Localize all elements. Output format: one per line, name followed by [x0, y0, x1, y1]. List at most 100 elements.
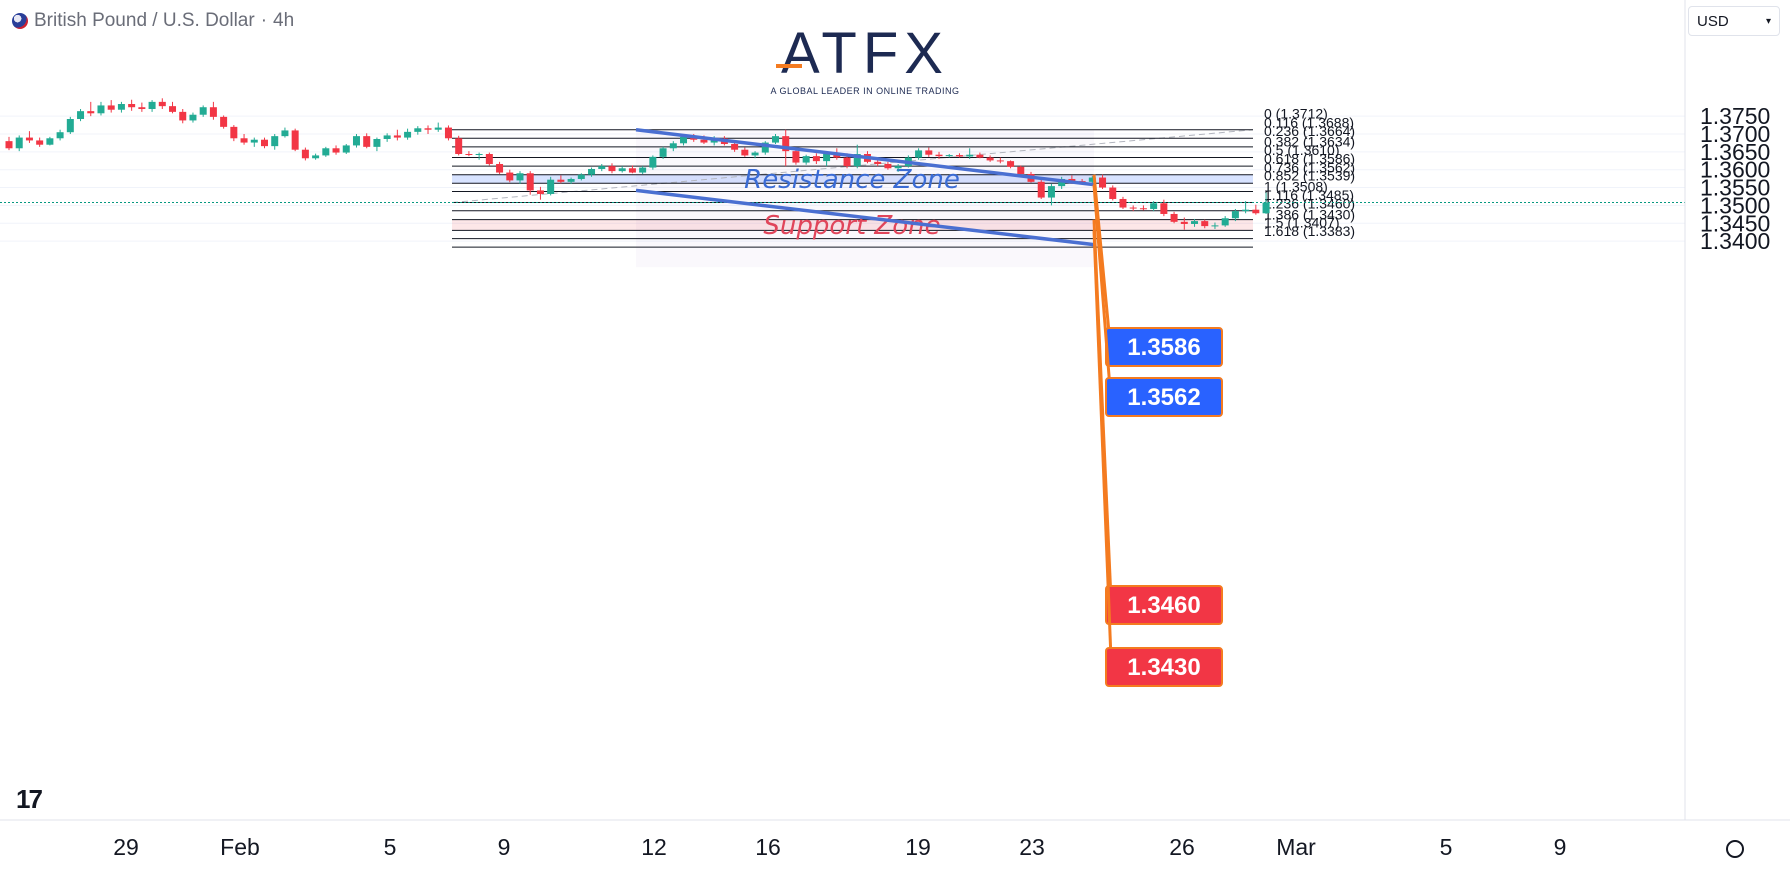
fib-level-label: 0.116 (1.3688) [1264, 114, 1354, 130]
price-axis-tick: 1.3550 [1700, 175, 1770, 201]
candle-down [526, 173, 534, 191]
candle-down [1160, 203, 1168, 214]
candle-up [404, 131, 412, 138]
candle-up [894, 166, 902, 169]
candle-down [986, 157, 994, 161]
candle-down [935, 154, 943, 157]
fib-level-label: 1.236 (1.3460) [1264, 196, 1355, 212]
price-tag-pointer [1092, 184, 1114, 415]
candle-up [945, 155, 953, 157]
candle-down [158, 101, 166, 107]
price-axis-tick: 1.3650 [1700, 139, 1770, 165]
candle-up [669, 143, 677, 149]
candle-down [25, 137, 33, 141]
candle-down [424, 128, 432, 130]
candle-up [475, 153, 483, 155]
time-axis-tick: 5 [1440, 834, 1453, 860]
candle-up [772, 136, 779, 143]
header-separator: · [260, 10, 268, 31]
candle-up [915, 150, 923, 158]
candle-up [823, 153, 831, 162]
channel-lower-line [635, 188, 1095, 247]
tradingview-logo-icon[interactable]: 17 [16, 784, 43, 814]
candle-down [1007, 161, 1015, 167]
candle-up [577, 174, 585, 179]
candle-down [955, 155, 963, 157]
fib-level-label: 1.5 (1.3407) [1264, 215, 1340, 231]
time-axis-tick: 9 [1554, 834, 1567, 860]
candle-down [393, 135, 401, 138]
candle-down [36, 140, 44, 145]
price-tag-text: 1.3430 [1127, 654, 1200, 681]
currency-selector[interactable]: USD ▾ [1688, 6, 1780, 36]
candle-up [46, 138, 54, 145]
candle-down [1252, 209, 1260, 214]
candle-up [199, 107, 207, 115]
candle-down [792, 151, 800, 163]
time-axis-tick: 9 [498, 834, 511, 860]
time-axis-tick: 16 [755, 834, 781, 860]
candle-up [618, 168, 626, 172]
candle-down [996, 160, 1004, 162]
candle-up [1221, 218, 1229, 226]
candle-down [1017, 166, 1025, 174]
candle-down [1180, 221, 1188, 224]
candle-up [567, 178, 575, 182]
price-tag-text: 1.3562 [1127, 384, 1200, 411]
price-axis-tick: 1.3400 [1700, 228, 1770, 254]
symbol-header[interactable]: British Pound / U.S. Dollar · 4h [12, 10, 294, 32]
fib-level-label: 0.382 (1.3634) [1264, 134, 1355, 150]
candle-down [843, 157, 851, 167]
resistance-zone [452, 174, 1253, 184]
candle-down [1099, 177, 1107, 188]
candle-down [1139, 208, 1147, 210]
settings-icon[interactable] [1726, 840, 1744, 858]
price-axis-tick: 1.3700 [1700, 121, 1770, 147]
candle-down [557, 179, 565, 182]
price-tag-box [1105, 585, 1223, 625]
logo-tagline: A GLOBAL LEADER IN ONLINE TRADING [770, 86, 960, 96]
candle-up [383, 135, 391, 139]
candle-up [250, 139, 258, 143]
support-zone [452, 219, 1253, 231]
candle-down [220, 116, 228, 127]
candle-down [536, 190, 544, 194]
candle-up [853, 153, 861, 167]
candle-up [322, 148, 330, 156]
candle-down [5, 141, 13, 149]
candle-up [414, 128, 422, 132]
candle-down [1201, 221, 1209, 227]
candle-down [261, 139, 268, 147]
time-axis-tick: 19 [905, 834, 931, 860]
candle-down [608, 166, 616, 172]
candle-up [751, 152, 759, 156]
candle-up [547, 179, 555, 194]
flag-icon [12, 13, 28, 29]
candle-up [598, 166, 606, 169]
candle-up [66, 119, 74, 133]
candle-up [97, 105, 105, 114]
candle-down [812, 156, 820, 162]
currency-value: USD [1697, 12, 1729, 30]
candle-down [1119, 198, 1127, 208]
candle-down [731, 143, 739, 150]
candle-up [516, 173, 524, 181]
time-axis-tick: 12 [641, 834, 667, 860]
candle-up [649, 156, 657, 168]
chevron-down-icon: ▾ [1765, 15, 1771, 27]
fib-level-label: 0.5 (1.3610) [1264, 142, 1340, 158]
price-tag-text: 1.3586 [1127, 334, 1200, 361]
candle-down [179, 111, 187, 121]
candle-up [15, 137, 23, 149]
fib-level-label: 0.852 (1.3539) [1264, 167, 1355, 183]
candle-down [363, 136, 371, 147]
candle-up [639, 167, 647, 173]
fib-level-label: 0.236 (1.3664) [1264, 123, 1355, 139]
candle-down [128, 104, 136, 108]
candle-up [1211, 225, 1219, 227]
candle-up [1231, 211, 1239, 219]
resistance-zone-label: Resistance Zone [744, 165, 960, 195]
time-axis-tick: 26 [1169, 834, 1195, 860]
candle-up [342, 145, 350, 153]
